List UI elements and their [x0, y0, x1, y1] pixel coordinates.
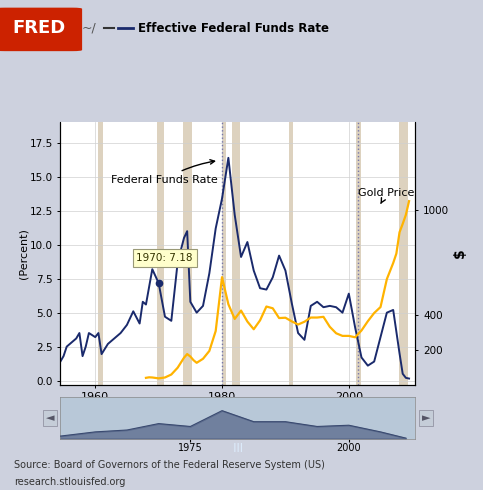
- Text: 1970: 7.18: 1970: 7.18: [136, 253, 193, 263]
- Text: ~/: ~/: [81, 22, 96, 35]
- Text: Source: Board of Governors of the Federal Reserve System (US): Source: Board of Governors of the Federa…: [14, 460, 325, 469]
- Text: Effective Federal Funds Rate: Effective Federal Funds Rate: [138, 22, 328, 35]
- FancyBboxPatch shape: [0, 8, 82, 51]
- Text: Federal Funds Rate: Federal Funds Rate: [111, 160, 218, 185]
- Bar: [288, 122, 293, 385]
- Text: ◄: ◄: [45, 413, 54, 423]
- Text: ►: ►: [422, 413, 430, 423]
- Text: FRED: FRED: [12, 19, 65, 37]
- Text: |||: |||: [227, 442, 249, 452]
- Y-axis label: (Percent): (Percent): [18, 228, 28, 279]
- Bar: [157, 122, 164, 385]
- Y-axis label: $: $: [454, 249, 468, 258]
- Bar: [399, 122, 408, 385]
- Bar: [99, 122, 103, 385]
- Bar: [356, 122, 361, 385]
- Bar: [183, 122, 192, 385]
- Text: Gold Price: Gold Price: [358, 188, 415, 203]
- Bar: [222, 122, 227, 385]
- Bar: [231, 122, 241, 385]
- Text: research.stlouisfed.org: research.stlouisfed.org: [14, 477, 126, 487]
